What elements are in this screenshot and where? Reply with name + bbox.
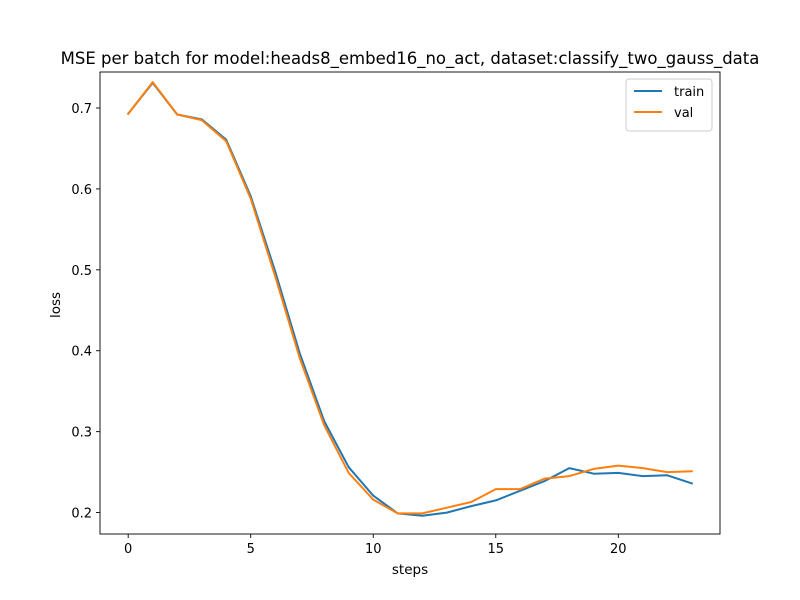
chart-title: MSE per batch for model:heads8_embed16_n… bbox=[61, 49, 760, 69]
x-tick-label: 0 bbox=[124, 542, 132, 557]
series-line-train bbox=[126, 81, 694, 517]
axis-ticks: 0 5 10 15 20 0.2 0.3 0.4 0.5 0.6 0.7 bbox=[71, 102, 626, 557]
y-tick-label: 0.2 bbox=[71, 507, 92, 522]
x-tick-label: 15 bbox=[487, 542, 504, 557]
y-tick-label: 0.5 bbox=[71, 264, 92, 279]
x-axis-label: steps bbox=[392, 562, 428, 578]
y-tick-label: 0.4 bbox=[71, 345, 92, 360]
plot-frame bbox=[99, 71, 721, 535]
y-axis-label: loss bbox=[48, 292, 64, 318]
plot-background bbox=[100, 72, 720, 534]
legend-label-train: train bbox=[674, 85, 704, 100]
legend-label-val: val bbox=[674, 106, 693, 121]
x-tick-label: 5 bbox=[247, 542, 255, 557]
plot-area: 0 5 10 15 20 0.2 0.3 0.4 0.5 0.6 0.7 bbox=[71, 71, 721, 557]
y-tick-label: 0.7 bbox=[71, 102, 92, 117]
x-tick-label: 20 bbox=[610, 542, 627, 557]
series-lines bbox=[126, 81, 694, 517]
legend: train val bbox=[625, 78, 713, 132]
x-tick-label: 10 bbox=[365, 542, 382, 557]
y-tick-label: 0.3 bbox=[71, 426, 92, 441]
series-line-val bbox=[126, 81, 693, 515]
y-tick-label: 0.6 bbox=[71, 183, 92, 198]
